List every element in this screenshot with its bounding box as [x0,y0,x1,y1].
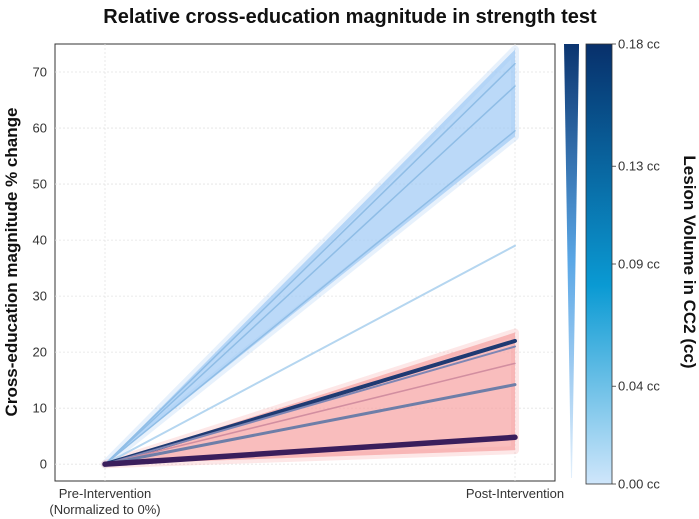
y-tick-labels: 0 10 20 30 40 50 60 70 [33,65,47,472]
y-axis-title: Cross-education magnitude % change [2,108,21,417]
y-tick-label-7: 70 [33,65,47,80]
series-line-3 [104,244,516,466]
y-tick-label-0: 0 [40,457,47,472]
series-line-1 [104,85,516,465]
bands [101,45,519,469]
series-line-5 [104,345,516,466]
series-line-0 [104,62,516,465]
series-lines [102,62,518,467]
legend-label-4: 0.00 cc [618,477,660,492]
series-line-8 [102,434,518,467]
series-line-7 [103,383,517,466]
x-tick-label-1: Post-Intervention [466,486,564,501]
band-blue [105,49,515,465]
legend-label-3: 0.04 cc [618,379,660,394]
y-tick-label-5: 50 [33,177,47,192]
legend-size-wedge [564,44,579,478]
x-tick-labels: Pre-Intervention (Normalized to 0%) Post-I… [49,486,564,517]
plot-area [54,43,556,482]
series-line-6 [104,362,516,465]
y-tick-label-4: 40 [33,233,47,248]
legend-labels: 0.18 cc 0.13 cc 0.09 cc 0.04 cc 0.00 cc [612,37,660,492]
chart-title: Relative cross-education magnitude in st… [103,6,597,28]
legend-label-2: 0.09 cc [618,257,660,272]
series-line-2 [104,130,516,465]
legend-title: Lesion Volume in CC2 (cc) [680,155,699,368]
legend-colorbar [585,43,613,485]
y-tick-label-6: 60 [33,121,47,136]
x-tick-label-0: Pre-Intervention (Normalized to 0%) [49,486,160,517]
band-red [105,332,515,465]
y-tick-label-2: 20 [33,345,47,360]
legend-label-1: 0.13 cc [618,159,660,174]
legend-label-0: 0.18 cc [618,37,660,52]
y-tick-label-1: 10 [33,401,47,416]
y-tick-label-3: 30 [33,289,47,304]
